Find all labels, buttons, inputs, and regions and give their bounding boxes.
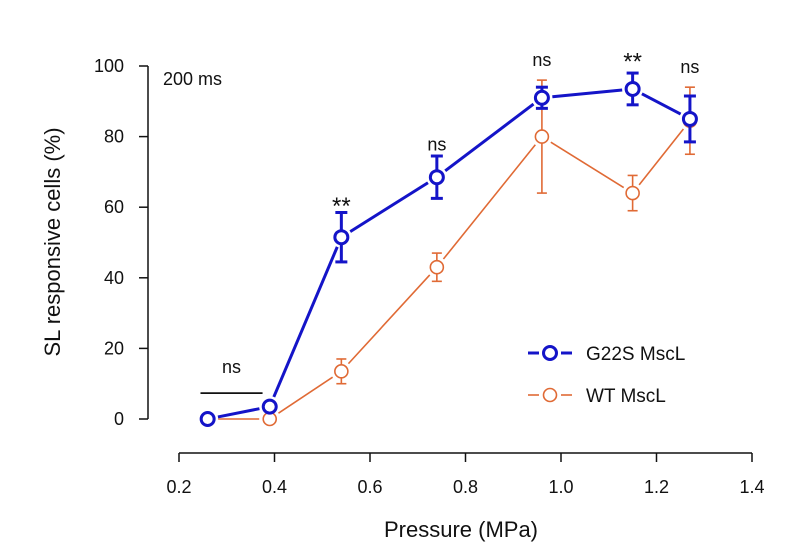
legend-label: WT MscL xyxy=(586,386,666,407)
series-line-segment xyxy=(641,92,682,116)
series-g22s-mscl xyxy=(199,71,698,427)
y-tick-label: 100 xyxy=(94,56,124,76)
x-tick-label: 1.4 xyxy=(739,477,764,497)
tick-labels: 0.2 0.4 0.6 0.8 1.0 1.2 1.4 0 20 40 60 80 100 xyxy=(94,56,765,497)
y-tick-label: 40 xyxy=(104,268,124,288)
legend-item-g22s-mscl: G22S MscL xyxy=(528,344,685,365)
legend-label: G22S MscL xyxy=(586,344,685,365)
series-line-segment xyxy=(444,102,535,173)
axes xyxy=(139,65,753,462)
x-tick-label: 0.4 xyxy=(262,477,287,497)
y-tick-label: 80 xyxy=(104,127,124,147)
x-tick-label: 1.2 xyxy=(644,477,669,497)
x-axis-label: Pressure (MPa) xyxy=(384,517,538,542)
series-line-segment xyxy=(638,128,685,186)
series-line-segment xyxy=(278,376,334,414)
data-point xyxy=(334,364,349,379)
y-tick-label: 60 xyxy=(104,197,124,217)
series-line-segment xyxy=(349,181,429,233)
significance-label: ** xyxy=(332,193,351,220)
y-tick-label: 0 xyxy=(114,409,124,429)
significance-label: ** xyxy=(623,48,642,75)
series-line-segment xyxy=(217,407,260,419)
significance-label: ns xyxy=(222,357,241,377)
data-point xyxy=(261,398,278,415)
data-point xyxy=(428,169,445,186)
y-tick-label: 20 xyxy=(104,338,124,358)
data-point xyxy=(624,80,641,97)
legend-marker xyxy=(542,387,558,403)
series-line-segment xyxy=(552,88,623,99)
series-wt-mscl xyxy=(200,79,698,427)
significance-label: ns xyxy=(532,50,551,70)
y-axis-label: SL responsive cells (%) xyxy=(40,127,65,356)
x-tick-label: 1.0 xyxy=(548,477,573,497)
legend: G22S MscL WT MscL xyxy=(528,344,685,407)
legend-marker xyxy=(542,345,558,361)
series-line-segment xyxy=(550,141,625,189)
x-tick-label: 0.6 xyxy=(357,477,382,497)
x-tick-label: 0.8 xyxy=(453,477,478,497)
data-point xyxy=(625,185,640,201)
series-line-segment xyxy=(272,246,339,398)
significance-annotations: ns ** ns ns ** ns xyxy=(200,48,699,395)
significance-label: ns xyxy=(427,135,446,155)
series-line-segment xyxy=(442,144,536,260)
x-tick-label: 0.2 xyxy=(166,477,191,497)
series-group xyxy=(199,71,698,427)
legend-item-wt-mscl: WT MscL xyxy=(528,386,666,407)
series-line-segment xyxy=(347,274,431,365)
data-point xyxy=(429,259,445,275)
inset-label: 200 ms xyxy=(163,69,222,89)
data-point xyxy=(534,129,550,144)
data-point xyxy=(681,110,698,127)
significance-label: ns xyxy=(680,57,699,77)
data-point xyxy=(199,411,216,427)
data-point xyxy=(533,89,550,106)
data-point xyxy=(333,229,350,246)
